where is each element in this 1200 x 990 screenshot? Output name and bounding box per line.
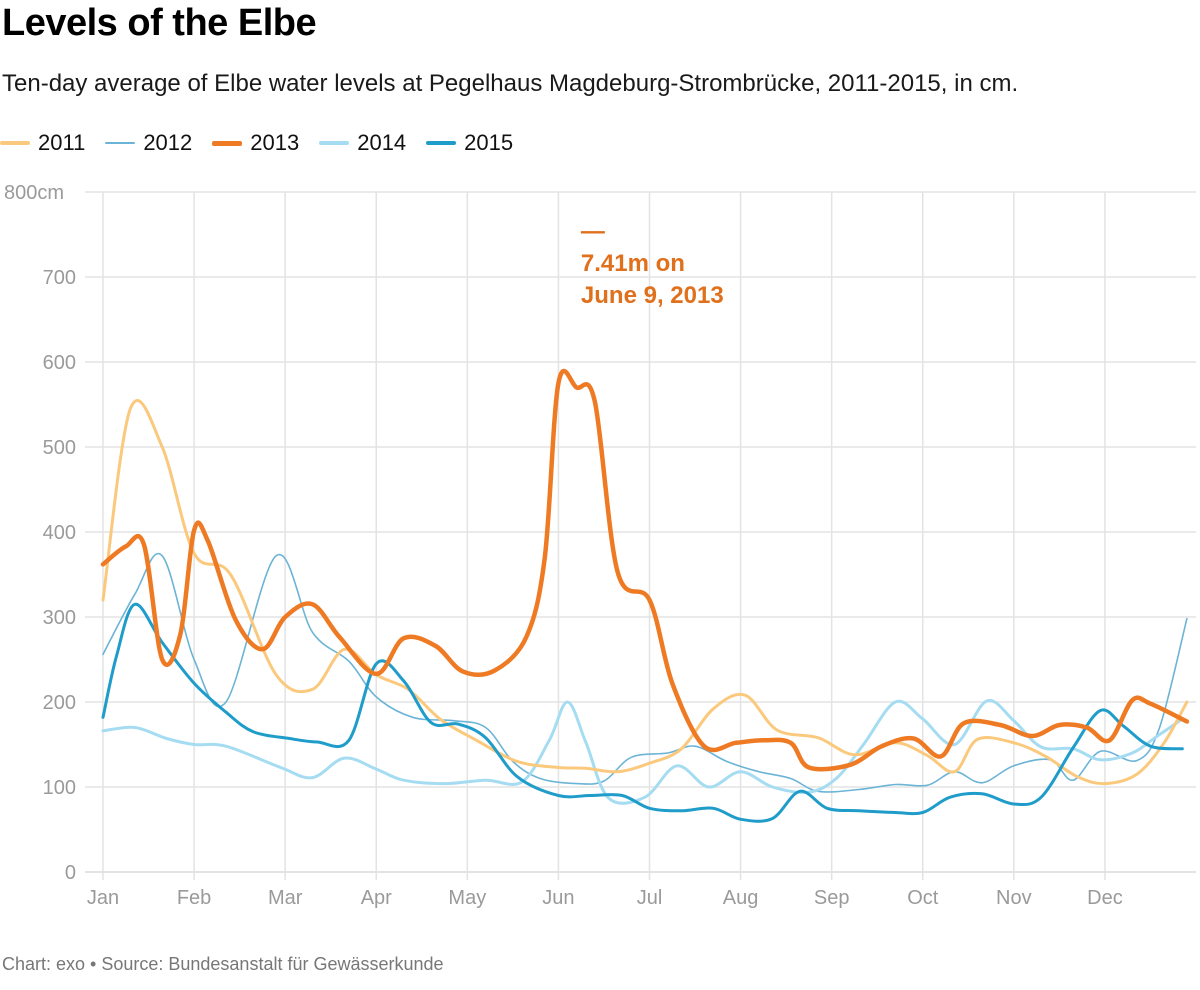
legend-item-2014[interactable]: 2014 (319, 130, 406, 156)
y-tick-label: 200 (43, 692, 76, 714)
legend-item-2015[interactable]: 2015 (426, 130, 513, 156)
y-tick-label: 500 (43, 437, 76, 459)
y-tick-label: 0 (65, 862, 76, 884)
legend-swatch-2015 (426, 141, 457, 145)
line-chart: 800cm 700 600 500 400 300 200 100 0 Jan Feb Mar Apr M… (4, 182, 1196, 909)
legend-item-2011[interactable]: 2011 (0, 130, 85, 156)
peak-annotation-line: — (581, 218, 605, 245)
annotation-layer: — 7.41m on June 9, 2013 (581, 218, 724, 309)
x-tick-label: Sep (814, 887, 850, 909)
x-tick-label: Jun (542, 887, 574, 909)
axis-layer: 800cm 700 600 500 400 300 200 100 0 Jan Feb Mar Apr M… (4, 182, 1123, 909)
series-line-2013[interactable] (100, 368, 1190, 772)
x-tick-label: Apr (361, 887, 392, 909)
legend-swatch-2012 (105, 142, 136, 144)
chart-source: Chart: exo • Source: Bundesanstalt für G… (2, 954, 444, 974)
chart-title: Levels of the Elbe (2, 2, 317, 44)
series-line-2011[interactable] (101, 399, 1189, 786)
peak-annotation-line: 7.41m on (581, 250, 685, 277)
legend-item-2012[interactable]: 2012 (105, 130, 192, 156)
grid-layer (85, 191, 1196, 880)
legend-swatch-2014 (319, 141, 350, 145)
x-tick-label: Feb (177, 887, 211, 909)
y-tick-label: 100 (43, 777, 76, 799)
x-tick-label: Jan (87, 887, 119, 909)
x-tick-label: May (448, 887, 486, 909)
legend-swatch-2013 (212, 140, 243, 146)
legend-label-2014: 2014 (357, 130, 407, 155)
y-tick-label: 300 (43, 607, 76, 629)
y-tick-label: 600 (43, 352, 76, 374)
y-tick-label: 400 (43, 522, 76, 544)
x-tick-label: Dec (1087, 887, 1123, 909)
legend-label-2015: 2015 (464, 130, 514, 155)
x-tick-label: Oct (907, 887, 939, 909)
chart-subtitle: Ten-day average of Elbe water levels at … (2, 70, 1019, 97)
legend-label-2012: 2012 (143, 130, 193, 155)
legend-item-2013[interactable]: 2013 (212, 130, 299, 156)
y-tick-label: 700 (43, 267, 76, 289)
series-layer (100, 368, 1190, 823)
x-tick-label: Jul (637, 887, 663, 909)
x-tick-label: Nov (996, 887, 1032, 909)
legend-swatch-2011 (0, 141, 30, 145)
x-tick-label: Mar (268, 887, 303, 909)
series-line-2012[interactable] (102, 552, 1188, 793)
peak-annotation-line: June 9, 2013 (581, 282, 724, 309)
series-line-2015[interactable] (101, 602, 1184, 823)
y-tick-label: 800cm (4, 182, 64, 204)
series-line-2014[interactable] (101, 699, 1184, 805)
legend: 2011 2012 2013 2014 2015 (0, 130, 533, 156)
x-tick-label: Aug (723, 887, 759, 909)
legend-label-2011: 2011 (38, 130, 86, 155)
legend-label-2013: 2013 (250, 130, 300, 155)
